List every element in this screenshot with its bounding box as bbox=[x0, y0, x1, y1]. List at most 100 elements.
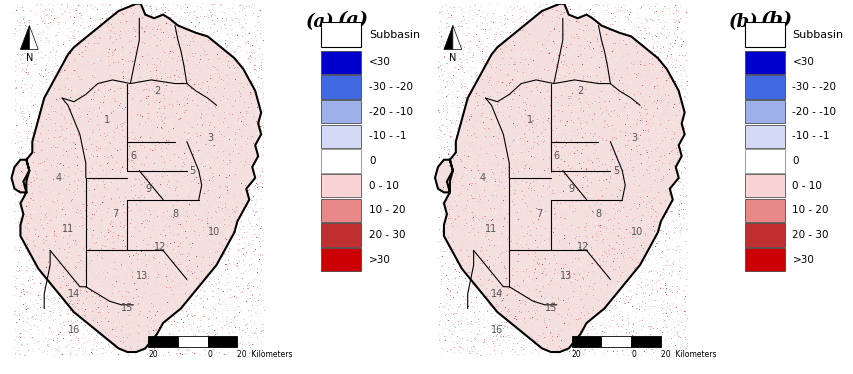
Point bbox=[210, 31, 223, 37]
Point bbox=[26, 317, 40, 323]
Point bbox=[517, 192, 531, 198]
Point bbox=[452, 56, 466, 62]
Point bbox=[22, 137, 36, 142]
Point bbox=[151, 274, 165, 280]
Point bbox=[54, 63, 67, 69]
Point bbox=[11, 283, 25, 289]
Point bbox=[34, 92, 48, 98]
Point bbox=[673, 99, 687, 105]
Point bbox=[595, 193, 608, 199]
Point bbox=[199, 86, 212, 92]
Point bbox=[450, 158, 464, 164]
Point bbox=[29, 12, 43, 18]
Point bbox=[12, 315, 26, 321]
Point bbox=[139, 347, 153, 353]
Point bbox=[572, 59, 585, 65]
Point bbox=[564, 242, 577, 248]
Point bbox=[187, 91, 200, 97]
Point bbox=[479, 76, 492, 82]
Point bbox=[635, 68, 649, 74]
Point bbox=[578, 7, 592, 13]
Point bbox=[142, 108, 155, 114]
Point bbox=[620, 116, 634, 122]
Point bbox=[508, 78, 522, 84]
Point bbox=[153, 309, 166, 315]
Point bbox=[496, 347, 509, 353]
Point bbox=[143, 350, 157, 356]
Point bbox=[118, 10, 131, 16]
Point bbox=[459, 94, 473, 100]
Point bbox=[671, 202, 685, 208]
Point bbox=[193, 275, 206, 281]
Point bbox=[441, 261, 455, 267]
Point bbox=[622, 107, 635, 113]
Point bbox=[549, 151, 563, 157]
Point bbox=[206, 260, 220, 266]
Point bbox=[654, 31, 668, 37]
Point bbox=[168, 122, 182, 128]
Point bbox=[439, 279, 453, 285]
Point bbox=[481, 236, 495, 242]
Point bbox=[661, 92, 675, 98]
Point bbox=[664, 105, 677, 111]
Point bbox=[575, 91, 589, 97]
Point bbox=[26, 230, 40, 236]
Point bbox=[442, 274, 456, 280]
Point bbox=[87, 335, 101, 341]
Point bbox=[609, 259, 623, 265]
Point bbox=[659, 263, 673, 269]
Point bbox=[60, 94, 73, 100]
Point bbox=[109, 207, 123, 213]
Point bbox=[199, 351, 212, 357]
Point bbox=[183, 171, 197, 177]
Point bbox=[593, 105, 606, 111]
Point bbox=[178, 104, 192, 110]
Point bbox=[25, 316, 38, 322]
Point bbox=[489, 238, 502, 244]
Point bbox=[666, 156, 680, 162]
Point bbox=[433, 248, 447, 254]
Point bbox=[34, 5, 48, 11]
Point bbox=[194, 302, 207, 308]
Point bbox=[679, 194, 693, 200]
Point bbox=[575, 349, 589, 355]
Point bbox=[200, 297, 214, 303]
Point bbox=[604, 264, 618, 270]
Point bbox=[241, 136, 254, 142]
Text: 11: 11 bbox=[61, 224, 74, 234]
Point bbox=[605, 315, 618, 321]
Point bbox=[654, 26, 668, 32]
Point bbox=[257, 347, 270, 353]
Point bbox=[129, 87, 142, 93]
Point bbox=[250, 181, 264, 187]
Point bbox=[505, 334, 519, 340]
Point bbox=[625, 214, 639, 220]
Point bbox=[190, 335, 204, 341]
Point bbox=[449, 41, 462, 47]
Point bbox=[433, 259, 447, 265]
Point bbox=[58, 300, 72, 306]
Point bbox=[649, 282, 663, 288]
Point bbox=[473, 223, 487, 229]
Point bbox=[442, 163, 456, 169]
Point bbox=[70, 10, 84, 16]
Point bbox=[114, 293, 128, 299]
Point bbox=[72, 309, 85, 315]
Point bbox=[473, 272, 486, 278]
Text: 12: 12 bbox=[577, 242, 589, 252]
Point bbox=[672, 286, 686, 292]
Point bbox=[89, 340, 102, 346]
Point bbox=[157, 85, 171, 91]
Point bbox=[70, 30, 84, 36]
Point bbox=[479, 44, 493, 50]
Point bbox=[91, 27, 105, 33]
Point bbox=[108, 186, 122, 192]
Point bbox=[490, 49, 503, 55]
Point bbox=[469, 153, 483, 159]
Point bbox=[441, 282, 455, 288]
Point bbox=[559, 230, 572, 236]
Point bbox=[214, 23, 228, 29]
Point bbox=[660, 26, 674, 32]
Point bbox=[156, 214, 170, 220]
Point bbox=[90, 319, 104, 325]
